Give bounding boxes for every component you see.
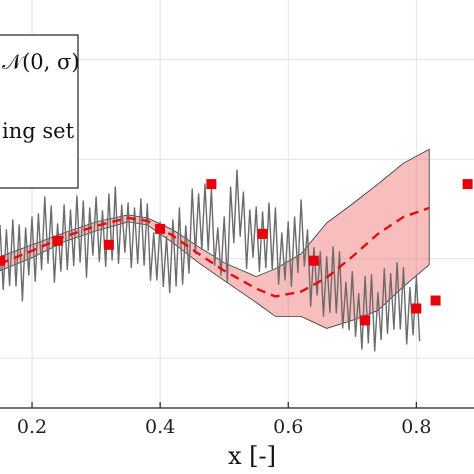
legend-box <box>0 34 79 189</box>
training-point <box>206 179 217 190</box>
x-axis-label: x [-] <box>228 442 276 470</box>
x-tick-label: 0.2 <box>17 416 47 438</box>
series-mean-prediction <box>0 206 430 298</box>
grid <box>0 0 474 408</box>
x-tick-label: 0.6 <box>273 416 303 438</box>
x-tick-label: 0.4 <box>145 416 175 438</box>
training-point <box>103 239 114 250</box>
training-point <box>308 255 319 266</box>
axes: 0.2 0.4 0.6 0.8 <box>0 402 474 438</box>
training-point <box>360 315 371 326</box>
training-point <box>52 235 63 246</box>
training-point <box>462 179 473 190</box>
legend-entry-2: ing set <box>2 119 75 143</box>
training-point <box>0 255 5 266</box>
training-points <box>0 179 473 326</box>
training-point <box>257 228 268 239</box>
training-point <box>430 295 441 306</box>
legend: 𝒩(0, σ) ing set <box>0 34 80 189</box>
training-point <box>155 223 166 234</box>
legend-entry-1: 𝒩(0, σ) <box>2 50 80 74</box>
training-point <box>411 303 422 314</box>
series-noisy-signal <box>0 169 421 352</box>
series-layer <box>0 169 430 352</box>
x-tick-label: 0.8 <box>401 416 431 438</box>
